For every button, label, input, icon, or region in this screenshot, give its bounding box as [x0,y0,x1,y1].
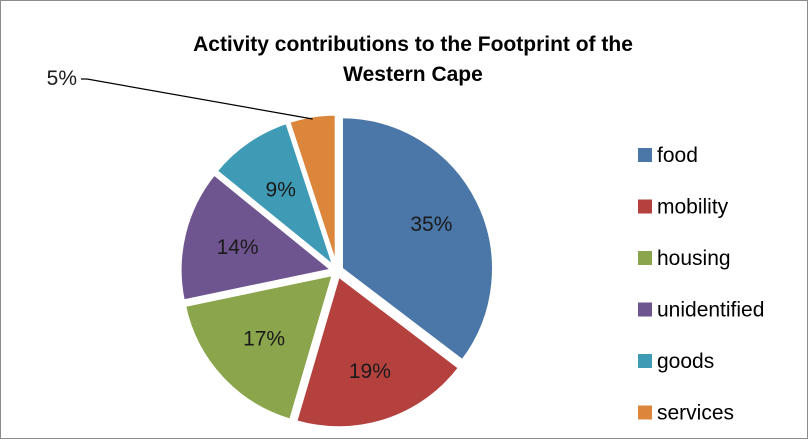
pie-slice-mobility [293,273,462,430]
pie-data-labels: 35% 19% 17% 14% 9% 5% [47,67,453,383]
data-label-housing: 17% [243,327,285,350]
data-label-services: 5% [47,67,77,90]
legend-label-unidentified: unidentified [657,299,764,322]
chart-title-line-2: Western Cape [343,63,483,86]
legend-label-goods: goods [657,350,714,373]
legend-swatch-housing [638,251,652,265]
legend-swatch-services [638,405,652,420]
chart-legend: food mobility housing unidentified goods serv… [638,144,764,425]
data-label-food: 35% [410,213,452,236]
legend-label-food: food [657,144,698,167]
legend-swatch-food [638,148,652,162]
leader-line-services [81,78,313,120]
legend-label-services: services [657,402,734,425]
pie-slice-services [286,112,338,267]
pie-slice-food [339,115,495,363]
pie-slice-housing [182,272,336,423]
legend-swatch-goods [638,354,652,368]
pie-slices [178,112,495,430]
data-label-goods: 9% [266,178,296,201]
data-label-mobility: 19% [349,360,391,383]
legend-swatch-mobility [638,199,652,214]
chart-title-line-1: Activity contributions to the Footprint … [193,33,633,56]
legend-label-housing: housing [657,247,731,270]
legend-label-mobility: mobility [657,196,729,219]
data-label-unidentified: 14% [217,236,259,259]
legend-swatch-unidentified [638,302,652,317]
pie-slice-unidentified [178,171,336,303]
pie-slice-goods [214,120,338,272]
